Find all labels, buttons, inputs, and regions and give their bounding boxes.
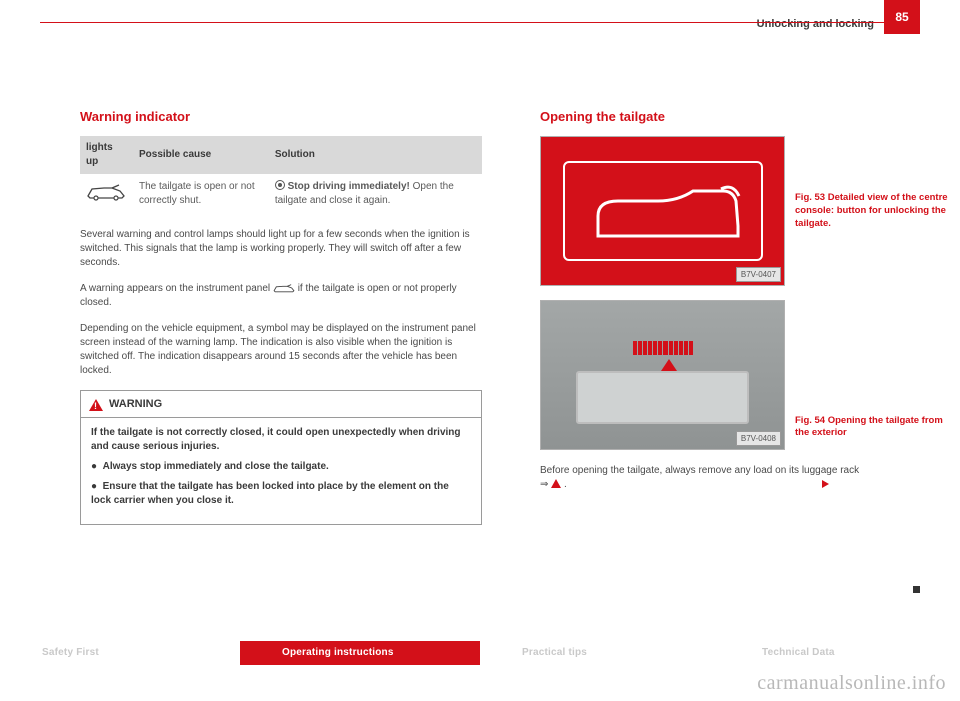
section-end-marker (913, 586, 920, 593)
watermark: carmanualsonline.info (757, 672, 946, 695)
warning-box: WARNING If the tailgate is not correctly… (80, 390, 482, 524)
figure-53: B7V-0407 Fig. 53 Detailed view of the ce… (540, 136, 960, 286)
stop-icon (275, 180, 285, 190)
col-possible-cause: Possible cause (133, 136, 269, 174)
table-row: The tailgate is open or not correctly sh… (80, 174, 482, 214)
figure-54-caption: Fig. 54 Opening the tailgate from the ex… (795, 415, 950, 451)
figure-53-image: B7V-0407 (540, 136, 785, 286)
handle-strip (633, 341, 693, 355)
paragraph-1: Several warning and control lamps should… (80, 228, 482, 270)
right-column: Opening the tailgate B7V-0407 Fig. 53 De… (540, 108, 960, 492)
cell-lights-up (80, 174, 133, 214)
figure-53-tag: B7V-0407 (736, 267, 781, 282)
car-outline-icon (593, 181, 743, 251)
col-solution: Solution (269, 136, 482, 174)
continue-arrow-icon (822, 480, 829, 488)
figure-54-tag: B7V-0408 (736, 431, 781, 446)
header-rule (40, 22, 884, 23)
figure-53-caption: Fig. 53 Detailed view of the centre cons… (795, 192, 950, 230)
paragraph-3: Depending on the vehicle equipment, a sy… (80, 322, 482, 378)
solution-bold: Stop driving immediately! (288, 181, 410, 192)
figure-54-image: B7V-0408 (540, 300, 785, 450)
p2-a: A warning appears on the instrument pane… (80, 283, 273, 294)
tab-practical-tips[interactable]: Practical tips (480, 641, 720, 665)
warning-triangle-icon (89, 399, 103, 411)
warning-intro: If the tailgate is not correctly closed,… (91, 426, 471, 454)
paragraph-2: A warning appears on the instrument pane… (80, 282, 482, 310)
warning-bullet-1: ● Always stop immediately and close the … (91, 460, 471, 474)
warning-indicator-heading: Warning indicator (80, 108, 482, 126)
figure-54: B7V-0408 Fig. 54 Opening the tailgate fr… (540, 300, 960, 450)
note-ref: ⇒ (540, 479, 551, 490)
warning-title: WARNING (109, 397, 162, 412)
warning-header: WARNING (81, 391, 481, 417)
page: Unlocking and locking 85 Warning indicat… (0, 0, 960, 640)
tab-technical-data[interactable]: Technical Data (720, 641, 960, 665)
license-plate-area (576, 371, 749, 424)
button-outline (563, 161, 763, 261)
page-number-badge: 85 (884, 0, 920, 34)
footer-tabs: Safety First Operating instructions Prac… (0, 641, 960, 665)
opening-tailgate-heading: Opening the tailgate (540, 108, 960, 126)
bottom-note: Before opening the tailgate, always remo… (540, 464, 960, 492)
tab-operating-instructions[interactable]: Operating instructions (240, 641, 480, 665)
cell-solution: Stop driving immediately! Open the tailg… (269, 174, 482, 214)
car-tailgate-icon (86, 183, 126, 201)
page-number: 85 (895, 10, 908, 24)
indicator-table: lights up Possible cause Solution (80, 136, 482, 214)
note-text: Before opening the tailgate, always remo… (540, 465, 859, 476)
col-lights-up: lights up (80, 136, 133, 174)
tab-safety-first[interactable]: Safety First (0, 641, 240, 665)
warning-bullet-2: ● Ensure that the tailgate has been lock… (91, 480, 471, 508)
car-tailgate-inline-icon (273, 283, 295, 294)
section-title: Unlocking and locking (757, 18, 874, 30)
cell-cause: The tailgate is open or not correctly sh… (133, 174, 269, 214)
warning-body: If the tailgate is not correctly closed,… (81, 418, 481, 524)
warning-triangle-small-icon (551, 479, 561, 488)
left-column: Warning indicator lights up Possible cau… (80, 108, 482, 525)
